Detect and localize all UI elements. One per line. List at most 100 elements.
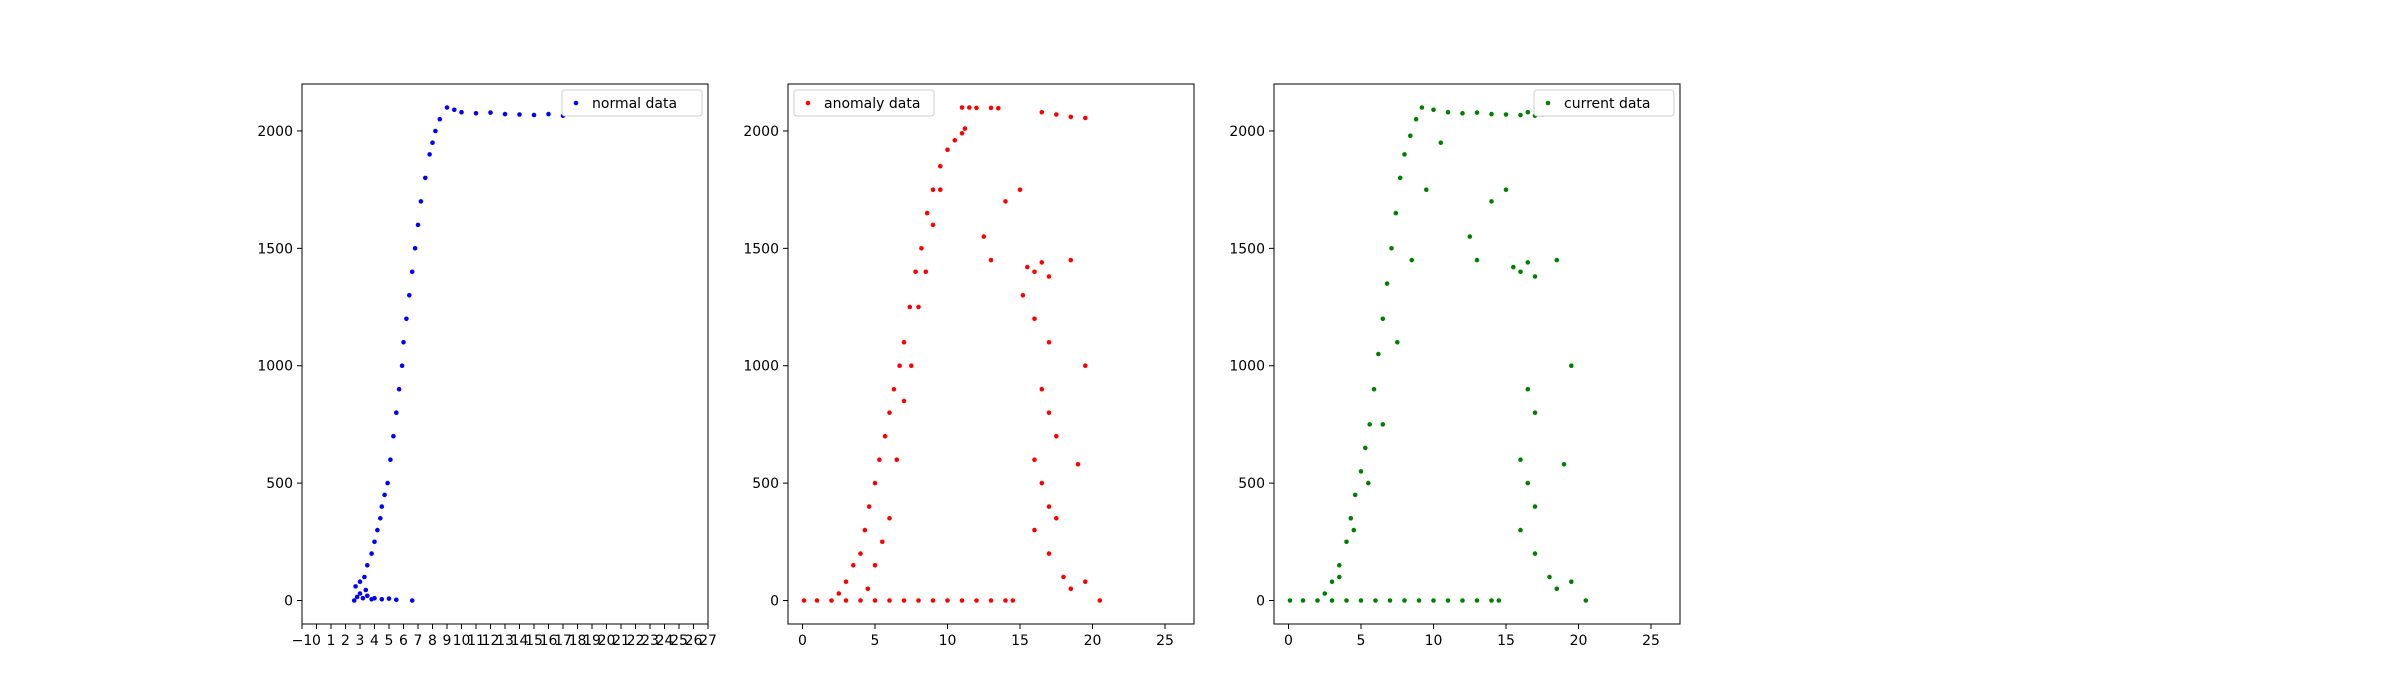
data-point — [872, 598, 878, 603]
data-point — [379, 597, 385, 602]
data-point — [1068, 257, 1074, 263]
data-point — [1474, 257, 1480, 263]
data-point — [1393, 210, 1399, 216]
data-point — [1017, 187, 1023, 192]
data-point — [412, 246, 418, 251]
x-tick-label: 25 — [1642, 633, 1660, 649]
data-point — [916, 598, 921, 603]
data-point — [1300, 598, 1306, 603]
data-point — [1511, 264, 1516, 270]
series-1 — [351, 105, 566, 603]
data-point — [1518, 527, 1523, 533]
data-point — [858, 551, 863, 556]
data-point — [394, 597, 399, 603]
data-point — [502, 111, 508, 117]
data-point — [427, 152, 432, 157]
data-point — [916, 304, 921, 310]
data-point — [962, 126, 968, 131]
axes-frame — [787, 83, 1195, 625]
data-point — [1054, 433, 1059, 439]
y-tick-label: 1000 — [257, 359, 293, 375]
data-point — [829, 598, 834, 603]
data-point — [858, 598, 863, 603]
data-point — [891, 386, 897, 392]
legend-label: anomaly data — [824, 96, 920, 112]
data-point — [1518, 457, 1523, 463]
data-point — [1337, 574, 1342, 580]
data-point — [415, 222, 421, 228]
data-point — [901, 398, 907, 404]
data-point — [1438, 140, 1444, 145]
data-point — [1010, 598, 1016, 603]
legend: anomaly data — [793, 89, 935, 117]
data-point — [945, 147, 950, 152]
data-point — [1408, 133, 1413, 138]
x-tick-label: 6 — [399, 633, 408, 649]
data-point — [919, 246, 924, 251]
data-point — [959, 598, 965, 603]
data-point — [924, 210, 930, 216]
data-point — [1525, 480, 1531, 486]
axes-frame — [301, 83, 709, 625]
y-tick-label: 2000 — [1229, 124, 1265, 140]
data-point — [843, 579, 849, 584]
data-point — [1532, 410, 1538, 416]
data-point — [409, 269, 415, 275]
legend-label: current data — [1564, 96, 1651, 112]
data-point — [894, 457, 900, 463]
data-point — [1373, 598, 1378, 603]
x-tick-label: 27 — [699, 633, 717, 649]
y-tick-label: 500 — [1238, 476, 1265, 492]
data-point — [357, 579, 363, 584]
data-point — [1380, 316, 1386, 322]
series-1 — [1287, 105, 1589, 603]
data-point — [1329, 579, 1335, 584]
x-tick-label: 5 — [1357, 633, 1366, 649]
x-tick-label: 15 — [1011, 633, 1029, 649]
data-point — [1525, 386, 1531, 392]
data-point — [1431, 107, 1436, 113]
data-point — [394, 410, 399, 416]
data-point — [1445, 598, 1451, 603]
data-point — [379, 504, 385, 509]
data-point — [1409, 257, 1415, 263]
data-point — [887, 516, 892, 521]
data-point — [407, 293, 412, 298]
data-point — [1344, 598, 1349, 603]
data-point — [880, 539, 885, 545]
data-point — [388, 457, 393, 463]
data-point — [357, 591, 363, 596]
data-point — [391, 433, 396, 439]
x-tick-label: 25 — [670, 633, 688, 649]
x-tick-label: 3 — [356, 633, 365, 649]
data-point — [372, 595, 377, 601]
data-point — [1337, 563, 1342, 568]
y-tick-label: 2000 — [743, 124, 779, 140]
data-point — [909, 363, 914, 369]
x-tick-label: 26 — [685, 633, 703, 649]
legend-label: normal data — [592, 96, 677, 112]
data-point — [930, 222, 936, 228]
data-point — [967, 105, 972, 110]
legend-box — [1533, 89, 1675, 117]
x-tick-label: 18 — [569, 633, 587, 649]
data-point — [959, 131, 965, 136]
x-tick-label: 13 — [496, 633, 514, 649]
data-point — [952, 138, 958, 143]
data-point — [1025, 264, 1030, 270]
data-point — [362, 574, 367, 580]
data-point — [872, 480, 878, 486]
data-point — [1358, 598, 1364, 603]
data-point — [1003, 598, 1008, 603]
data-point — [531, 112, 537, 118]
data-point — [385, 480, 390, 486]
data-point — [372, 539, 377, 545]
x-tick-label: 16 — [540, 633, 558, 649]
x-tick-label: 10 — [453, 633, 471, 649]
x-tick-label: 15 — [1497, 633, 1515, 649]
data-point — [930, 187, 936, 192]
y-tick-label: 1500 — [1229, 241, 1265, 257]
data-point — [843, 598, 849, 603]
x-tick-label: −1 — [292, 633, 313, 649]
